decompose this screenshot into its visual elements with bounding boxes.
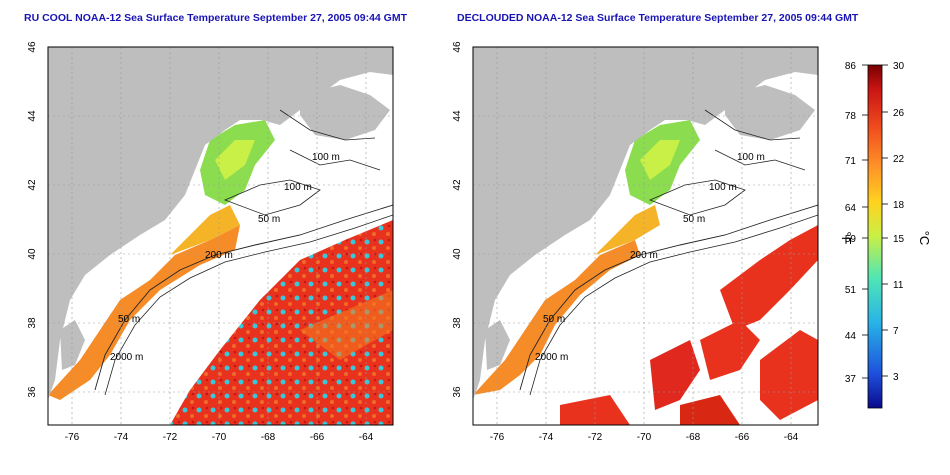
colorbar-c-tick: 22 — [893, 154, 905, 165]
left-map: 100 m 100 m 50 m 200 m 50 m 2000 m -76 -… — [27, 41, 394, 443]
right-map-frame — [472, 46, 819, 426]
right-lon-tick: -76 — [490, 432, 505, 443]
left-lat-tick: 38 — [27, 317, 38, 329]
colorbar-f-unit: °F — [839, 231, 854, 244]
colorbar-gradient — [867, 64, 883, 409]
right-lat-tick: 46 — [452, 41, 463, 53]
colorbar-f-tick: 51 — [845, 285, 857, 296]
left-lat-tick: 44 — [27, 110, 38, 122]
left-panel-title: RU COOL NOAA-12 Sea Surface Temperature … — [24, 12, 408, 24]
colorbar-c-tick: 7 — [893, 326, 899, 337]
colorbar-c-tick: 18 — [893, 200, 905, 211]
left-gulfstream-sst — [170, 220, 393, 425]
right-contour-label: 100 m — [737, 152, 765, 163]
colorbar-f-tick: 37 — [845, 374, 857, 385]
temperature-colorbar: 86 78 71 64 59 51 44 37 30 26 22 18 15 1… — [839, 61, 932, 409]
right-gulfstream-sst — [720, 225, 818, 330]
colorbar-c-tick: 26 — [893, 108, 905, 119]
right-shelf-sst — [473, 240, 640, 395]
right-lon-tick: -64 — [784, 432, 799, 443]
left-lat-tick: 36 — [27, 386, 38, 398]
left-contour-label: 2000 m — [110, 352, 143, 363]
colorbar-f-tick: 86 — [845, 61, 857, 72]
left-contour-label: 100 m — [284, 182, 312, 193]
right-lon-tick: -70 — [637, 432, 652, 443]
left-shelf-sst — [48, 225, 240, 400]
right-lon-tick: -74 — [539, 432, 554, 443]
left-lon-tick: -70 — [212, 432, 227, 443]
right-panel-title: DECLOUDED NOAA-12 Sea Surface Temperatur… — [457, 12, 859, 24]
colorbar-c-unit: °C — [917, 231, 932, 246]
colorbar-f-tick: 59 — [845, 234, 857, 245]
left-land — [48, 47, 393, 400]
left-contour-label: 50 m — [258, 214, 280, 225]
right-map: 100 m 100 m 50 m 200 m 50 m 2000 m -76 -… — [452, 41, 819, 443]
right-contour-label: 50 m — [543, 314, 565, 325]
right-contour-label: 200 m — [630, 250, 658, 261]
colorbar-f-tick: 64 — [845, 203, 857, 214]
right-lon-tick: -66 — [735, 432, 750, 443]
right-lon-tick: -72 — [588, 432, 603, 443]
left-lon-tick: -72 — [163, 432, 178, 443]
left-map-frame — [47, 46, 394, 426]
right-lat-tick: 44 — [452, 110, 463, 122]
left-lat-tick: 40 — [27, 248, 38, 260]
right-lat-tick: 36 — [452, 386, 463, 398]
right-land — [473, 47, 818, 400]
right-lat-tick: 40 — [452, 248, 463, 260]
left-lat-tick: 46 — [27, 41, 38, 53]
left-lon-tick: -74 — [114, 432, 129, 443]
right-contour-label: 2000 m — [535, 352, 568, 363]
colorbar-c-tick: 30 — [893, 61, 905, 72]
right-contour-label: 50 m — [683, 214, 705, 225]
colorbar-f-tick: 78 — [845, 111, 857, 122]
right-lat-tick: 42 — [452, 179, 463, 191]
left-lon-tick: -76 — [65, 432, 80, 443]
left-contour-label: 200 m — [205, 250, 233, 261]
left-lon-tick: -64 — [359, 432, 374, 443]
right-lon-tick: -68 — [686, 432, 701, 443]
right-contour-label: 100 m — [709, 182, 737, 193]
colorbar-f-tick: 71 — [845, 156, 857, 167]
left-lat-tick: 42 — [27, 179, 38, 191]
right-lat-tick: 38 — [452, 317, 463, 329]
colorbar-f-tick: 44 — [845, 331, 857, 342]
left-lon-tick: -66 — [310, 432, 325, 443]
left-lon-tick: -68 — [261, 432, 276, 443]
colorbar-c-tick: 15 — [893, 234, 905, 245]
left-contour-label: 100 m — [312, 152, 340, 163]
colorbar-c-tick: 3 — [893, 372, 899, 383]
colorbar-c-tick: 11 — [893, 280, 904, 291]
left-contour-label: 50 m — [118, 314, 140, 325]
